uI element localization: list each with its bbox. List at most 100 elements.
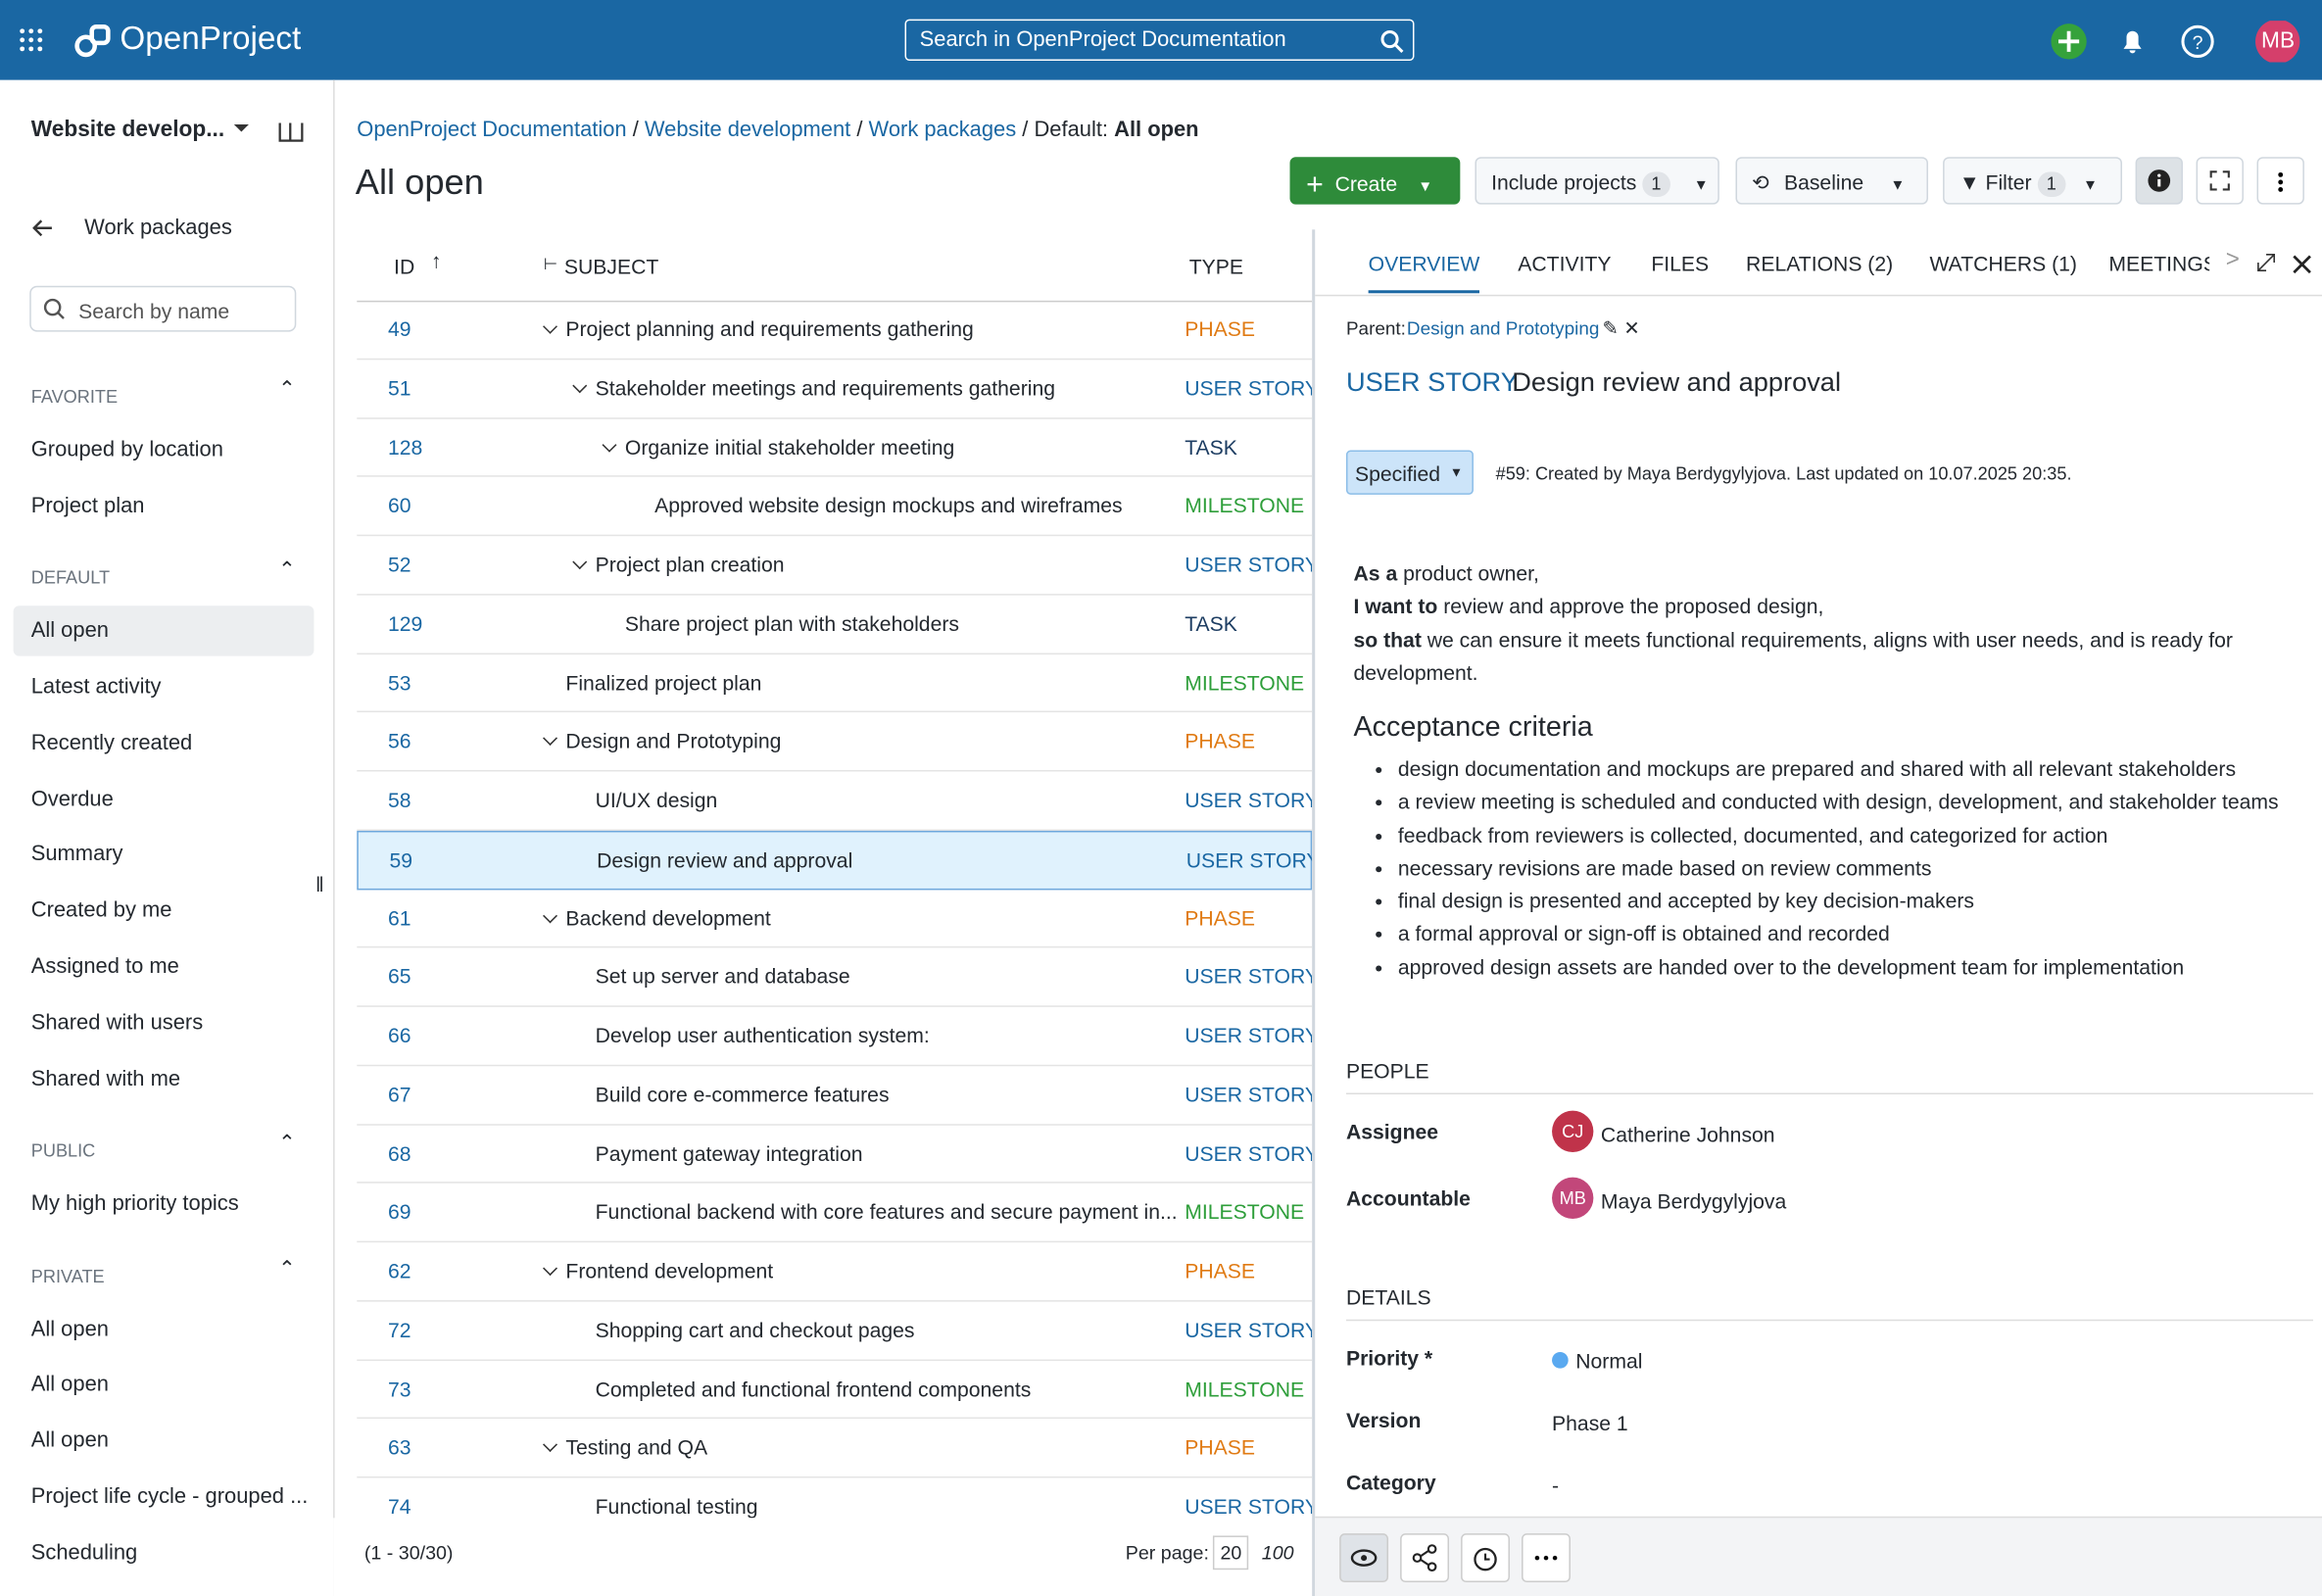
row-id[interactable]: 72	[388, 1317, 411, 1342]
table-row[interactable]: 67 Build core e-commerce features USER STO…	[357, 1066, 1319, 1125]
tabs[interactable]: WATCHERS (1)	[1929, 251, 2077, 276]
project[interactable]: Website develop...	[30, 117, 225, 143]
options[interactable]: 100	[1261, 1541, 1294, 1565]
table-row[interactable]: 49 Project planning and requirements gath…	[357, 301, 1313, 360]
more-button[interactable]	[2256, 157, 2304, 205]
baseline-button[interactable]: ⟲ Baseline ▼	[1735, 157, 1928, 205]
row-id[interactable]: 74	[388, 1494, 411, 1519]
status-button[interactable]: Specified ▼	[1345, 450, 1474, 495]
row-id[interactable]: 68	[388, 1140, 411, 1165]
section-toggle[interactable]: ⌃	[278, 1130, 296, 1154]
fullscreen-button[interactable]	[2196, 157, 2244, 205]
row-id[interactable]: 56	[388, 729, 411, 753]
grid-icon[interactable]	[20, 28, 43, 52]
row-id[interactable]: 49	[388, 316, 411, 341]
include-button[interactable]: Include projects 1 ▼	[1475, 157, 1719, 205]
table-row[interactable]: 59 Design review and approval USER STORY	[357, 830, 1321, 890]
headers[interactable]: TYPE	[1188, 254, 1244, 279]
detail-value[interactable]: -	[1552, 1473, 1560, 1498]
row-id[interactable]: 61	[388, 905, 411, 930]
items[interactable]: Work packages	[868, 118, 1017, 143]
row-id[interactable]: 66	[388, 1023, 411, 1047]
sidebar-item[interactable]: Scheduling	[30, 1541, 138, 1566]
tabs[interactable]: MEETINGS	[2108, 251, 2210, 276]
logo[interactable]: OpenProject	[120, 19, 302, 57]
tabs[interactable]: FILES	[1651, 251, 1710, 276]
create-button[interactable]: + Create ▼	[1289, 157, 1461, 205]
sidebar-item[interactable]: Latest activity	[30, 675, 162, 700]
sidebar-item[interactable]: My high priority topics	[30, 1191, 239, 1216]
sidebar-item[interactable]: Project life cycle - grouped ...	[30, 1485, 309, 1510]
sidebar-item[interactable]: Recently created	[30, 731, 193, 755]
headers[interactable]: SUBJECT	[563, 254, 659, 279]
row-id[interactable]: 73	[388, 1376, 411, 1401]
search-box[interactable]: Search in OpenProject Documentation	[904, 19, 1415, 61]
sidebar-icons[interactable]	[231, 122, 320, 152]
sidebar-item[interactable]: Overdue	[30, 788, 114, 812]
sidebar-search[interactable]: Search by name	[29, 285, 297, 332]
section-toggle[interactable]: ⌃	[278, 375, 296, 401]
row-id[interactable]: 65	[388, 964, 411, 989]
table-row[interactable]: 69 Functional backend with core features …	[357, 1184, 1313, 1243]
sidebar-item[interactable]: Shared with users	[30, 1011, 204, 1036]
options[interactable]: 20	[1212, 1535, 1249, 1571]
people-name[interactable]: Maya Berdygylyjova	[1600, 1188, 1787, 1213]
sidebar-item[interactable]: Shared with me	[30, 1067, 181, 1091]
section-toggle[interactable]: ⌃	[278, 1255, 296, 1280]
row-id[interactable]: 69	[388, 1199, 411, 1224]
filter-button[interactable]: ▼ Filter 1 ▼	[1943, 157, 2122, 205]
row-id[interactable]: 67	[388, 1082, 411, 1106]
edit-icon[interactable]: ✎ ✕	[1602, 316, 1640, 340]
splitter[interactable]: ‖	[314, 872, 324, 896]
table-row[interactable]: 53 Finalized project plan MILESTONE	[357, 653, 1313, 713]
table-row[interactable]: 61 Backend development PHASE	[357, 890, 1313, 948]
sidebar-item[interactable]: All open	[30, 1318, 109, 1342]
row-id[interactable]: 60	[388, 493, 411, 517]
tab-next[interactable]: >	[2225, 247, 2240, 273]
sidebar-item[interactable]: All open	[13, 605, 314, 656]
table-row[interactable]: 58 UI/UX design USER STORY	[357, 771, 1319, 831]
table-row[interactable]: 68 Payment gateway integration USER STORY	[357, 1125, 1319, 1185]
detail-value[interactable]: Normal	[1575, 1348, 1643, 1374]
sidebar-item[interactable]: All open	[30, 1428, 109, 1453]
table-row[interactable]: 66 Develop user authentication system: USE…	[357, 1007, 1319, 1066]
people-name[interactable]: Catherine Johnson	[1600, 1122, 1775, 1146]
info-button[interactable]	[2135, 157, 2183, 205]
detail-value[interactable]: Phase 1	[1552, 1411, 1628, 1435]
table-row[interactable]: 56 Design and Prototyping PHASE	[357, 712, 1313, 772]
sidebar-item[interactable]: All open	[30, 1373, 109, 1397]
section-toggle[interactable]: ⌃	[278, 556, 296, 581]
table-row[interactable]: 60 Approved website design mockups and wi…	[357, 477, 1313, 537]
tabs[interactable]: ACTIVITY	[1518, 251, 1612, 276]
table-row[interactable]: 72 Shopping cart and checkout pages USER S…	[357, 1301, 1319, 1361]
table-row[interactable]: 129 Share project plan with stakeholders T…	[357, 595, 1313, 654]
row-id[interactable]: 59	[389, 847, 413, 872]
panel-icons[interactable]	[2257, 253, 2316, 276]
sidebar-item[interactable]: Grouped by location	[30, 438, 223, 462]
items[interactable]: OpenProject Documentation	[357, 118, 627, 143]
table-row[interactable]: 65 Set up server and database USER STORY	[357, 948, 1319, 1007]
row-id[interactable]: 58	[388, 788, 411, 812]
row-id[interactable]: 53	[388, 669, 411, 695]
row-id[interactable]: 63	[388, 1435, 411, 1460]
parent[interactable]: Design and Prototyping	[1406, 317, 1600, 340]
row-id[interactable]: 62	[388, 1258, 411, 1282]
table-row[interactable]: 51 Stakeholder meetings and requirements …	[357, 360, 1319, 418]
sidebar-item[interactable]: Summary	[30, 843, 123, 867]
row-id[interactable]: 52	[388, 552, 411, 576]
row-id[interactable]: 51	[388, 375, 411, 400]
items[interactable]: Website development	[644, 118, 851, 143]
row-id[interactable]: 129	[388, 610, 423, 636]
row-id[interactable]: 128	[388, 434, 423, 459]
sidebar-item[interactable]: Created by me	[30, 898, 172, 923]
table-row[interactable]: 52 Project plan creation USER STORY	[357, 536, 1319, 596]
sidebar-item[interactable]: Project plan	[30, 494, 145, 519]
back-icon[interactable]	[32, 219, 53, 237]
table-row[interactable]: 73 Completed and functional frontend comp…	[357, 1360, 1313, 1420]
headers[interactable]: ID	[394, 254, 415, 279]
tabs[interactable]: RELATIONS (2)	[1746, 251, 1894, 276]
tabs[interactable]: OVERVIEW	[1368, 252, 1480, 294]
header-icons[interactable]: ?	[2050, 21, 2301, 63]
sidebar-item[interactable]: Assigned to me	[30, 954, 179, 980]
toolbar-icons[interactable]	[1338, 1532, 1575, 1583]
